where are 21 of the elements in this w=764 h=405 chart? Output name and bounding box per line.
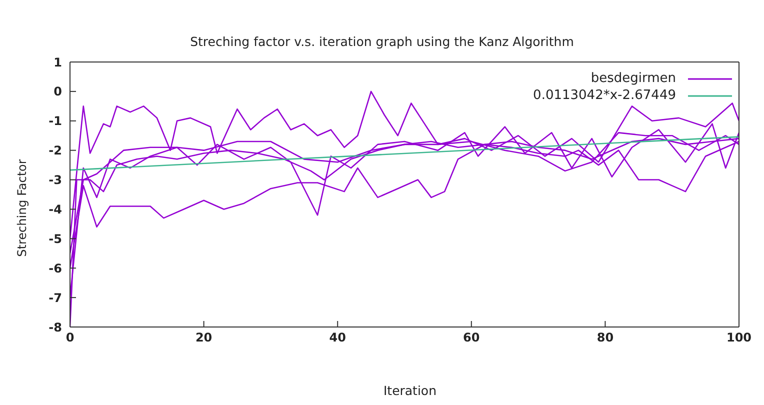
x-tick-label: 40: [329, 330, 346, 345]
y-tick-label: -4: [48, 202, 62, 216]
y-axis-title: Streching Factor: [15, 159, 29, 257]
x-tick-label: 60: [463, 330, 480, 345]
y-tick-label: -2: [48, 144, 62, 158]
legend-label: besdegirmen: [590, 71, 676, 86]
legend-label: 0.0113042*x-2.67449: [533, 88, 676, 103]
x-tick-label: 20: [195, 330, 212, 345]
y-tick-label: -5: [48, 232, 62, 246]
x-tick-label: 80: [596, 330, 614, 345]
y-tick-label: -7: [48, 290, 62, 305]
y-tick-label: -8: [48, 320, 62, 334]
y-tick-label: 1: [54, 55, 62, 70]
y-tick-label: -3: [48, 173, 62, 188]
y-tick-label: -6: [48, 261, 62, 276]
y-tick-label: -1: [48, 114, 62, 128]
x-tick-label: 0: [66, 330, 74, 345]
x-tick-label: 100: [726, 330, 752, 345]
y-tick-label: 0: [54, 84, 62, 99]
x-axis-title: Iteration: [382, 383, 438, 398]
chart-title: Streching factor v.s. iteration graph using the Kanz Algorithm: [189, 34, 575, 49]
